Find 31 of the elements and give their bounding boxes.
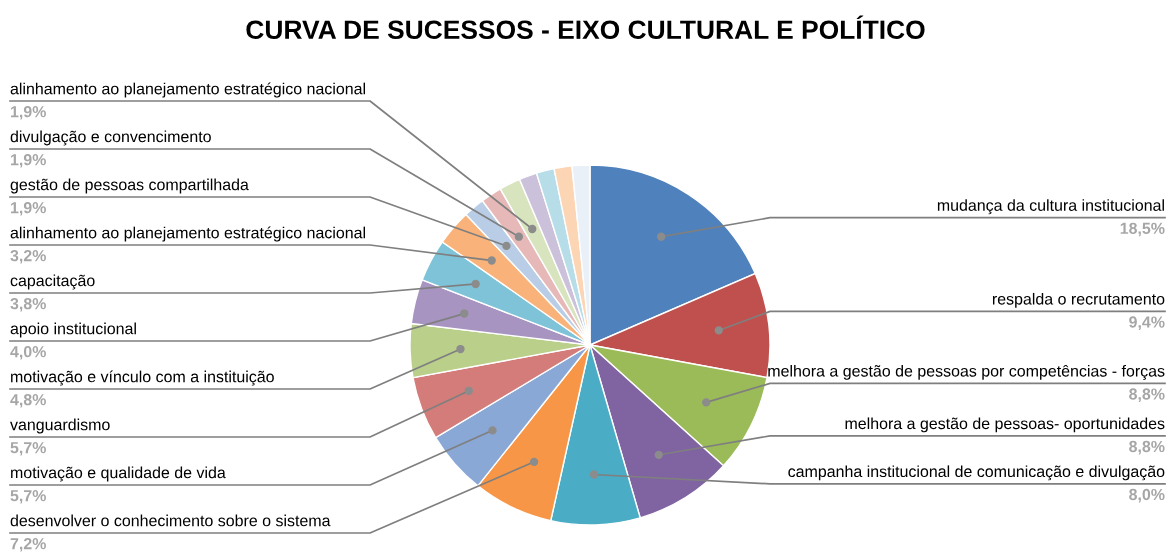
- slice-label: divulgação e convencimento: [10, 130, 211, 146]
- data-label: 5,7%: [10, 442, 46, 456]
- data-label: 4,8%: [10, 393, 46, 408]
- slice-label: capacitação: [10, 274, 95, 290]
- data-label: 1,9%: [11, 153, 46, 168]
- data-label: 1,9%: [11, 201, 46, 216]
- data-label: 8,0%: [1129, 488, 1165, 503]
- data-label: 1,9%: [11, 105, 46, 120]
- slice-label: melhora a gestão de pessoas- oportunidades: [845, 417, 1165, 433]
- data-label: 7,2%: [10, 537, 46, 552]
- slice-label: alinhamento ao planejamento estratégico nacional: [10, 82, 365, 98]
- data-label: 3,2%: [10, 249, 46, 264]
- slice-label: melhora a gestão de pessoas por competências - forças: [768, 364, 1165, 380]
- data-label: 8,8%: [1129, 440, 1165, 455]
- chart-title: CURVA DE SUCESSOS - EIXO CULTURAL E POLÍTICO: [246, 15, 925, 40]
- slice-label: vanguardismo: [10, 418, 110, 434]
- data-label: 5,7%: [10, 490, 46, 504]
- slice-label: respalda o recrutamento: [992, 292, 1165, 308]
- data-label: 18,5%: [1120, 222, 1165, 237]
- data-label: 3,8%: [10, 297, 46, 312]
- data-label: 4,0%: [10, 345, 46, 360]
- slice-label: gestão de pessoas compartilhada: [10, 178, 249, 194]
- slice-label: desenvolver o conhecimento sobre o sistema: [10, 514, 331, 527]
- slice-label: motivação e vínculo com a instituição: [11, 370, 274, 386]
- data-label: 8,8%: [1129, 388, 1165, 402]
- slice-label: motivação e qualidade de vida: [11, 466, 226, 482]
- slice-label: alinhamento ao planejamento estratégico nacional: [10, 226, 365, 242]
- slice-label: apoio institucional: [10, 322, 136, 338]
- slice-label: campanha institucional de comunicação e divulgação: [788, 465, 1165, 481]
- slice-label: mudança da cultura institucional: [937, 199, 1164, 215]
- data-label: 9,4%: [1129, 316, 1165, 330]
